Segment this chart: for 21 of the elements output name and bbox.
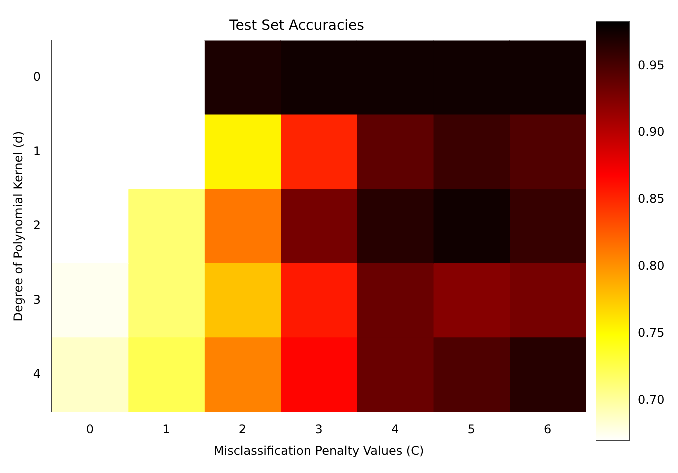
color-bar-label: 0.75 bbox=[638, 326, 665, 340]
x-tick-label: 4 bbox=[391, 422, 400, 437]
color-bar-label: 0.95 bbox=[638, 58, 665, 72]
x-axis-title: Misclassification Penalty Values (C) bbox=[214, 444, 424, 458]
y-axis-title: Degree of Polynomial Kernel (d) bbox=[11, 131, 26, 322]
y-tick-label: 4 bbox=[33, 367, 42, 382]
x-tick-label: 2 bbox=[238, 422, 247, 437]
color-bar-label: 0.70 bbox=[638, 392, 665, 407]
y-tick-label: 3 bbox=[33, 292, 42, 307]
y-tick-label: 1 bbox=[33, 144, 42, 158]
x-tick-label: 0 bbox=[86, 422, 94, 437]
color-bar-label: 0.90 bbox=[638, 125, 665, 140]
y-tick-label: 0 bbox=[33, 70, 42, 84]
x-tick-label: 6 bbox=[544, 422, 552, 437]
color-bar-label: 0.80 bbox=[638, 259, 665, 274]
x-tick-label: 5 bbox=[468, 422, 476, 437]
x-tick-label: 3 bbox=[315, 422, 323, 437]
chart-title: Test Set Accuracies bbox=[228, 18, 364, 34]
color-bar-label: 0.85 bbox=[638, 192, 665, 206]
y-tick-label: 2 bbox=[33, 218, 42, 233]
x-tick-label: 1 bbox=[162, 422, 170, 437]
